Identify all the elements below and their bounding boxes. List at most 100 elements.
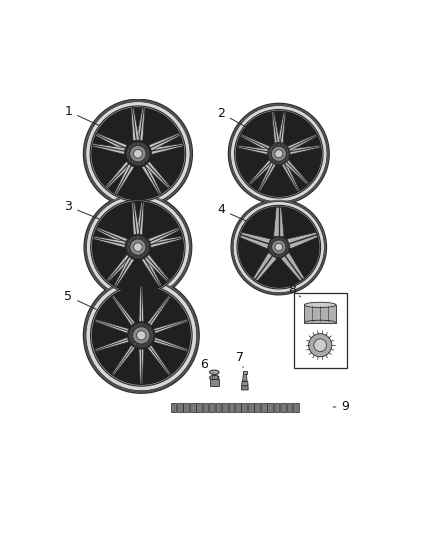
Circle shape — [268, 237, 289, 257]
Circle shape — [137, 236, 139, 239]
Circle shape — [84, 100, 192, 208]
Bar — [304, 305, 336, 323]
Polygon shape — [106, 161, 131, 189]
Circle shape — [286, 243, 288, 246]
Circle shape — [86, 280, 197, 391]
Bar — [235, 403, 241, 412]
Circle shape — [237, 205, 321, 289]
Polygon shape — [281, 253, 304, 281]
Circle shape — [272, 160, 275, 163]
Circle shape — [269, 243, 272, 246]
Polygon shape — [94, 237, 126, 247]
Polygon shape — [237, 146, 268, 155]
Polygon shape — [148, 345, 171, 375]
Polygon shape — [95, 319, 129, 333]
Circle shape — [130, 239, 146, 255]
Bar — [177, 403, 183, 412]
Circle shape — [146, 342, 149, 345]
Polygon shape — [284, 160, 309, 185]
Polygon shape — [95, 133, 127, 151]
Polygon shape — [92, 143, 125, 155]
Circle shape — [146, 243, 148, 246]
Polygon shape — [114, 256, 134, 287]
Text: 8: 8 — [288, 283, 300, 297]
Text: 1: 1 — [64, 105, 99, 125]
Polygon shape — [240, 232, 270, 249]
Polygon shape — [95, 337, 129, 351]
Text: 5: 5 — [64, 290, 96, 309]
Circle shape — [314, 339, 327, 352]
Circle shape — [130, 146, 146, 162]
Bar — [248, 403, 254, 412]
Bar — [286, 403, 292, 412]
Circle shape — [91, 285, 192, 386]
Polygon shape — [139, 287, 144, 321]
Circle shape — [127, 243, 130, 246]
Bar — [261, 403, 266, 412]
Circle shape — [231, 199, 326, 295]
Polygon shape — [253, 253, 277, 281]
Bar — [243, 371, 247, 374]
Polygon shape — [139, 349, 144, 384]
Circle shape — [283, 253, 285, 255]
Circle shape — [272, 240, 286, 254]
Polygon shape — [96, 228, 127, 245]
Polygon shape — [132, 202, 140, 235]
Polygon shape — [242, 382, 248, 386]
Polygon shape — [107, 255, 132, 281]
Circle shape — [90, 106, 186, 201]
Polygon shape — [151, 143, 184, 155]
Circle shape — [142, 160, 145, 163]
Polygon shape — [112, 295, 135, 326]
Circle shape — [286, 150, 289, 152]
Circle shape — [278, 237, 280, 240]
Polygon shape — [145, 161, 170, 189]
Circle shape — [150, 330, 152, 334]
Circle shape — [126, 142, 150, 166]
Polygon shape — [287, 134, 317, 151]
Polygon shape — [282, 162, 300, 191]
Polygon shape — [210, 375, 219, 380]
Polygon shape — [249, 160, 273, 185]
Circle shape — [84, 193, 191, 301]
Circle shape — [269, 150, 272, 152]
Circle shape — [137, 143, 139, 146]
Circle shape — [130, 330, 133, 334]
Circle shape — [142, 254, 145, 256]
Polygon shape — [131, 108, 139, 141]
Text: 7: 7 — [236, 351, 244, 368]
Polygon shape — [141, 164, 162, 195]
Polygon shape — [154, 319, 188, 333]
Bar — [222, 403, 228, 412]
Circle shape — [92, 201, 184, 293]
Bar — [209, 403, 215, 412]
Circle shape — [236, 110, 322, 197]
Circle shape — [91, 200, 185, 294]
Circle shape — [233, 201, 325, 293]
Polygon shape — [148, 295, 171, 326]
Bar — [274, 403, 279, 412]
Polygon shape — [241, 386, 248, 390]
Circle shape — [84, 278, 199, 393]
Polygon shape — [144, 255, 169, 281]
Ellipse shape — [209, 370, 219, 375]
Bar — [215, 403, 221, 412]
Circle shape — [134, 243, 142, 252]
Bar — [241, 403, 247, 412]
Polygon shape — [272, 112, 280, 143]
Circle shape — [140, 324, 143, 326]
Polygon shape — [274, 207, 284, 237]
Text: 4: 4 — [217, 203, 247, 221]
Circle shape — [238, 206, 320, 288]
Ellipse shape — [304, 302, 336, 308]
Circle shape — [131, 254, 134, 256]
Text: 2: 2 — [217, 107, 246, 127]
Circle shape — [137, 331, 146, 340]
Polygon shape — [289, 146, 321, 155]
Polygon shape — [287, 232, 318, 249]
Circle shape — [275, 150, 283, 158]
Polygon shape — [136, 202, 144, 235]
Bar — [184, 403, 189, 412]
Polygon shape — [141, 256, 162, 287]
Circle shape — [131, 160, 134, 163]
